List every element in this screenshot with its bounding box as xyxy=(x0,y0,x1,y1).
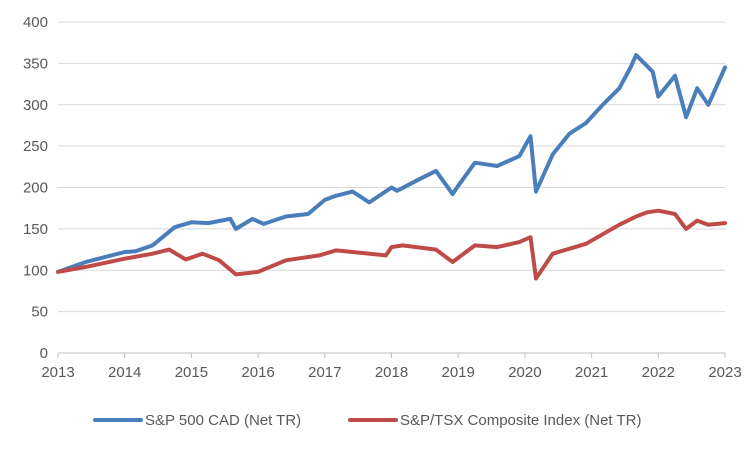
y-tick-label: 300 xyxy=(23,97,48,114)
x-tick-label: 2021 xyxy=(575,364,608,381)
legend-label-2: S&P/TSX Composite Index (Net TR) xyxy=(400,412,641,429)
x-tick-label: 2020 xyxy=(508,364,541,381)
y-tick-label: 0 xyxy=(40,345,48,362)
y-tick-label: 400 xyxy=(23,14,48,31)
grid-lines xyxy=(58,21,725,313)
series-line-2 xyxy=(56,208,727,281)
series-line-1 xyxy=(56,53,727,274)
x-tick-label: 2014 xyxy=(108,364,141,381)
x-tick-label: 2019 xyxy=(442,364,475,381)
legend: S&P 500 CAD (Net TR) S&P/TSX Composite In… xyxy=(93,412,641,429)
x-tick-label: 2018 xyxy=(375,364,408,381)
legend-label-1: S&P 500 CAD (Net TR) xyxy=(145,412,301,429)
x-tick-label: 2022 xyxy=(642,364,675,381)
x-tick-label: 2023 xyxy=(708,364,741,381)
x-tick-label: 2016 xyxy=(241,364,274,381)
y-tick-label: 350 xyxy=(23,55,48,72)
x-tick-label: 2013 xyxy=(41,364,74,381)
y-tick-label: 250 xyxy=(23,138,48,155)
y-tick-label: 100 xyxy=(23,262,48,279)
axes: 0 50 100 150 200 250 300 350 400 2013 2014 2015 2016… xyxy=(23,14,742,381)
x-tick-label: 2015 xyxy=(175,364,208,381)
series-lines xyxy=(56,53,727,281)
y-tick-label: 50 xyxy=(31,304,48,321)
y-tick-label: 200 xyxy=(23,180,48,197)
x-tick-label: 2017 xyxy=(308,364,341,381)
y-tick-label: 150 xyxy=(23,221,48,238)
